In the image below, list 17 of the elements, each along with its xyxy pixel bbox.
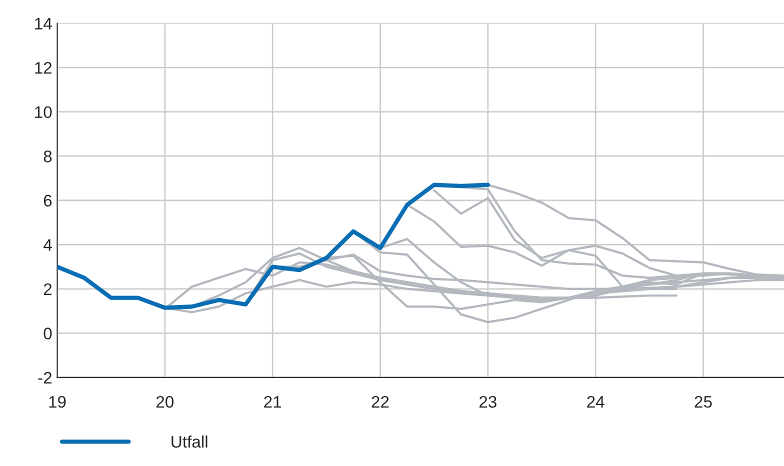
x-tick-label: 21	[264, 396, 282, 408]
x-tick-label: 20	[156, 396, 174, 408]
y-tick-label: 4	[43, 239, 52, 251]
x-tick-label: 23	[479, 396, 496, 408]
x-tick-label: 24	[587, 396, 604, 408]
y-tick-label: 6	[44, 194, 52, 207]
y-tick-label: 2	[44, 283, 52, 295]
x-tick-label: 22	[372, 396, 389, 408]
y-tick-label: 10	[35, 106, 52, 118]
y-tick-label: 0	[44, 328, 52, 340]
x-tick-label: 25	[694, 396, 712, 408]
x-tick-label: 19	[49, 396, 66, 408]
text: Utfall	[172, 435, 208, 448]
y-tick-label: 12	[35, 62, 52, 74]
y-tick-label: 14	[35, 18, 52, 30]
y-tick-label: -2	[38, 372, 52, 384]
y-tick-label: 8	[44, 150, 52, 162]
